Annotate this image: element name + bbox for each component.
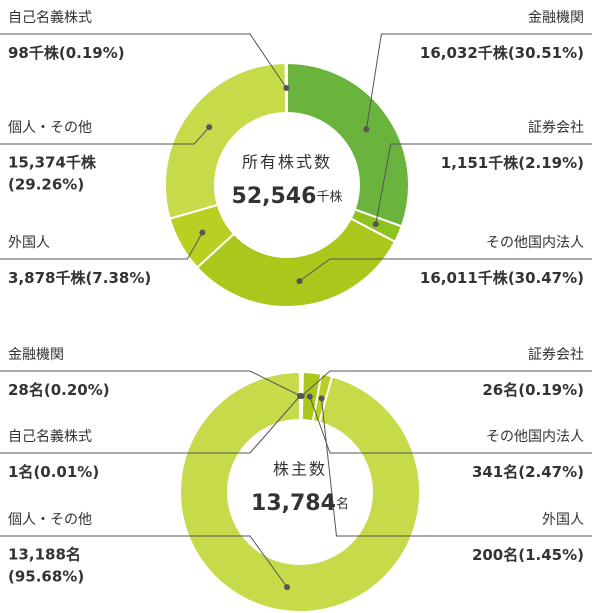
percent-label: (2.47%) bbox=[518, 463, 584, 481]
value-label: 1名 bbox=[8, 463, 33, 481]
leader-line bbox=[0, 370, 301, 397]
value-text: 341名(2.47%) bbox=[472, 463, 584, 481]
percent-label: (2.19%) bbox=[518, 154, 584, 172]
value-label: 3,878千株 bbox=[8, 269, 86, 287]
total-unit: 千株 bbox=[316, 190, 342, 205]
category-label: 個人・その他 bbox=[8, 120, 92, 136]
category-label: 金融機関 bbox=[528, 10, 584, 26]
leader-line bbox=[0, 395, 301, 454]
leader-line bbox=[365, 33, 592, 130]
value-label: 341名 bbox=[472, 463, 518, 481]
category-label: 外国人 bbox=[542, 512, 584, 528]
center-title: 所有株式数 bbox=[242, 153, 332, 172]
value-label: 13,188名 bbox=[8, 546, 81, 564]
value-text: 98千株(0.19%) bbox=[8, 44, 125, 62]
leader-dot bbox=[296, 393, 303, 399]
percent-label: (29.26%) bbox=[8, 176, 84, 194]
leader-dot bbox=[199, 229, 206, 236]
total-label: 13,784 bbox=[251, 491, 336, 516]
value-text: 1名(0.01%) bbox=[8, 463, 99, 481]
leader-line bbox=[301, 370, 592, 397]
category-label: その他国内法人 bbox=[486, 235, 584, 251]
value-label: 15,374千株 bbox=[8, 154, 97, 172]
total-unit: 名 bbox=[336, 496, 349, 512]
leader-dot bbox=[296, 278, 303, 285]
leader-dot bbox=[206, 124, 213, 131]
percent-label: (30.47%) bbox=[508, 269, 584, 287]
value-text: 16,011千株(30.47%) bbox=[420, 269, 584, 287]
percent-label: (0.19%) bbox=[518, 381, 584, 399]
value-label: 28名 bbox=[8, 381, 44, 399]
leader-dot bbox=[283, 85, 290, 92]
leader-line bbox=[0, 126, 210, 145]
center-total: 52,546千株 bbox=[232, 184, 343, 209]
value-label: 16,011千株 bbox=[420, 269, 509, 287]
percent-label: (30.51%) bbox=[508, 44, 584, 62]
percent-label: (0.19%) bbox=[59, 44, 125, 62]
value-label: 26名 bbox=[482, 381, 518, 399]
leader-dot bbox=[363, 126, 370, 133]
category-label: 自己名義株式 bbox=[8, 9, 92, 26]
leader-dot bbox=[284, 584, 291, 591]
category-label: その他国内法人 bbox=[486, 429, 584, 445]
donut-slice bbox=[164, 61, 288, 220]
value-label: 16,032千株 bbox=[420, 44, 509, 62]
donut-slice bbox=[286, 61, 410, 228]
value-label: 1,151千株 bbox=[441, 154, 519, 172]
donut-slice bbox=[195, 217, 397, 308]
leader-line bbox=[0, 232, 203, 260]
leader-line bbox=[375, 143, 592, 225]
value-label: 200名 bbox=[472, 546, 518, 564]
value-text: 28名(0.20%) bbox=[8, 381, 110, 399]
category-label: 金融機関 bbox=[8, 347, 64, 363]
value-text: 16,032千株(30.51%) bbox=[420, 44, 584, 62]
leader-dot bbox=[306, 393, 313, 400]
total-label: 52,546 bbox=[232, 184, 317, 209]
value-text: 1,151千株(2.19%) bbox=[441, 154, 584, 172]
category-label: 個人・その他 bbox=[8, 512, 92, 528]
center-total: 13,784名 bbox=[251, 491, 349, 516]
leader-dot bbox=[318, 395, 325, 402]
percent-label: (0.01%) bbox=[33, 463, 99, 481]
value-text: 26名(0.19%) bbox=[482, 381, 584, 399]
category-label: 証券会社 bbox=[528, 347, 584, 363]
leader-line bbox=[320, 398, 592, 537]
leader-line bbox=[309, 396, 592, 454]
category-label: 外国人 bbox=[8, 235, 50, 251]
center-title: 株主数 bbox=[273, 460, 327, 479]
value-label: 98千株 bbox=[8, 44, 60, 62]
value-text: 200名(1.45%) bbox=[472, 546, 584, 564]
value-text: 3,878千株(7.38%) bbox=[8, 269, 151, 287]
category-label: 自己名義株式 bbox=[8, 428, 92, 445]
leader-line bbox=[0, 33, 287, 89]
percent-label: (95.68%) bbox=[8, 568, 84, 586]
percent-label: (7.38%) bbox=[85, 269, 151, 287]
leader-dot bbox=[372, 221, 379, 228]
category-label: 証券会社 bbox=[528, 120, 584, 136]
leader-line bbox=[0, 535, 288, 588]
donut-slice bbox=[179, 370, 421, 613]
percent-label: (1.45%) bbox=[518, 546, 584, 564]
leader-line bbox=[299, 258, 592, 282]
percent-label: (0.20%) bbox=[44, 381, 110, 399]
